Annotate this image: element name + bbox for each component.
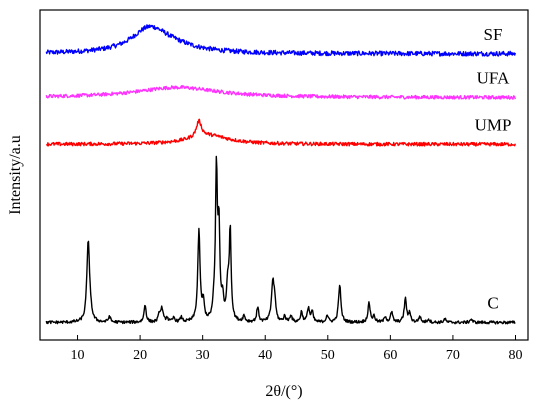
x-tick-label: 50 <box>321 348 335 363</box>
plot-frame <box>39 9 529 341</box>
series-label-c: C <box>487 293 498 312</box>
series-line-c <box>45 155 516 325</box>
x-tick-label: 70 <box>446 348 460 363</box>
series-label-ump: UMP <box>475 115 512 134</box>
x-tick-label: 10 <box>71 348 85 363</box>
series-traces <box>45 24 516 325</box>
x-tick-label: 30 <box>196 348 210 363</box>
x-tick-label: 60 <box>383 348 397 363</box>
x-tick-label: 20 <box>133 348 147 363</box>
x-axis-label: 2θ/(°) <box>265 383 302 400</box>
series-line-sf <box>45 24 516 57</box>
series-label-sf: SF <box>484 25 503 44</box>
x-axis-ticks: 10 20 30 40 50 60 70 80 <box>71 335 522 363</box>
series-label-ufa: UFA <box>477 69 510 88</box>
x-tick-label: 40 <box>258 348 272 363</box>
series-line-ufa <box>45 85 516 100</box>
y-axis-label: Intensity/a.u <box>7 135 24 215</box>
x-tick-label: 80 <box>508 348 522 363</box>
series-line-ump <box>46 118 516 147</box>
series-labels: SF UFA UMP C <box>475 25 512 313</box>
